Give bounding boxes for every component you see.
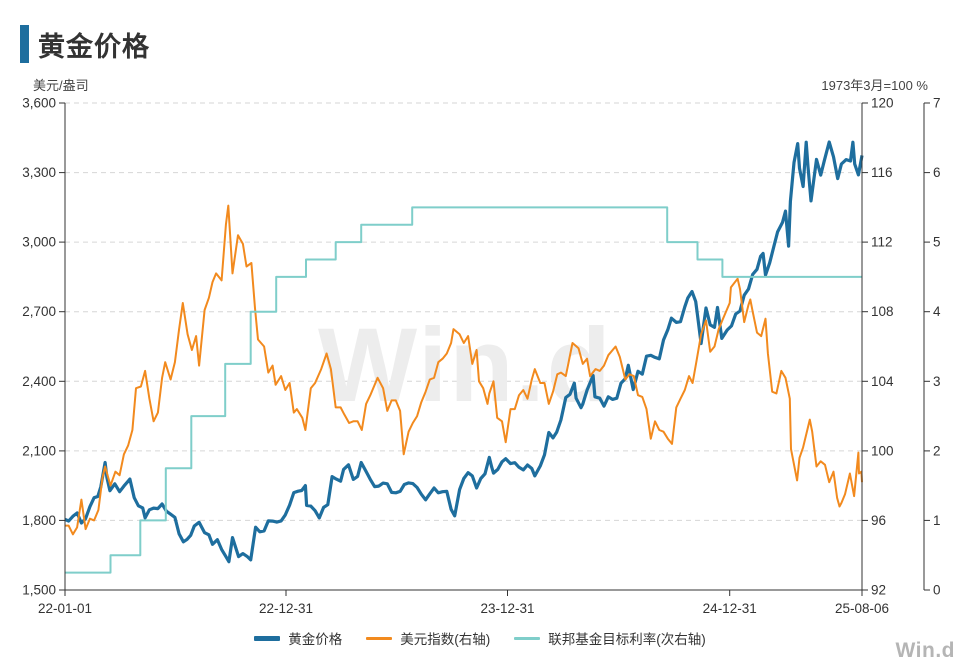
x-axis-tick-label: 24-12-31 xyxy=(703,601,757,616)
secondary-right-axis-tick-label: 2 xyxy=(933,443,941,458)
left-axis-tick-label: 3,300 xyxy=(22,165,56,180)
right-axis-tick-label: 108 xyxy=(871,304,894,319)
left-axis-tick-label: 2,700 xyxy=(22,304,56,319)
dollar-index-line-swatch xyxy=(366,636,393,640)
legend-label-gold-price: 黄金价格 xyxy=(288,632,343,647)
fed-funds-rate-line-swatch xyxy=(514,636,541,640)
left-axis-tick-label: 1,500 xyxy=(22,583,56,598)
left-axis-tick-label: 3,600 xyxy=(22,96,56,111)
left-axis-tick-label: 1,800 xyxy=(22,513,56,528)
legend-label-dollar-index: 美元指数(右轴) xyxy=(400,632,491,647)
right-axis-tick-label: 120 xyxy=(871,96,894,111)
right-axis-tick-label: 100 xyxy=(871,443,894,458)
left-axis-unit-label: 美元/盎司 xyxy=(33,78,89,93)
wind-logo: Win.d xyxy=(895,639,955,662)
title-accent-bar xyxy=(20,25,29,63)
secondary-right-axis-tick-label: 7 xyxy=(933,96,941,111)
legend: 黄金价格 美元指数(右轴) 联邦基金目标利率(次右轴) xyxy=(0,628,960,648)
series-line xyxy=(65,204,863,536)
right-axis-tick-label: 92 xyxy=(871,583,886,598)
gold-price-line-swatch xyxy=(254,635,281,641)
right-axis-tick-label: 104 xyxy=(871,374,894,389)
series-line xyxy=(64,140,864,564)
x-axis-tick-label: 22-01-01 xyxy=(38,601,92,616)
left-axis-tick-label: 2,100 xyxy=(22,443,56,458)
legend-label-fed-funds-rate: 联邦基金目标利率(次右轴) xyxy=(548,632,706,647)
legend-item-dollar-index[interactable]: 美元指数(右轴) xyxy=(366,628,490,648)
legend-item-fed-funds-rate[interactable]: 联邦基金目标利率(次右轴) xyxy=(514,628,706,648)
secondary-right-axis-tick-label: 6 xyxy=(933,165,941,180)
legend-item-gold-price[interactable]: 黄金价格 xyxy=(254,628,342,648)
right-axis-unit-label: 1973年3月=100 % xyxy=(821,78,928,93)
secondary-right-axis-tick-label: 3 xyxy=(933,374,941,389)
x-axis-tick-label: 23-12-31 xyxy=(480,601,534,616)
left-axis-tick-label: 2,400 xyxy=(22,374,56,389)
page-title: 黄金价格 xyxy=(38,32,150,62)
right-axis-tick-label: 96 xyxy=(871,513,886,528)
x-axis-tick-label: 22-12-31 xyxy=(259,601,313,616)
secondary-right-axis-tick-label: 5 xyxy=(933,235,941,250)
secondary-right-axis-tick-label: 4 xyxy=(933,304,941,319)
secondary-right-axis-tick-label: 1 xyxy=(933,513,941,528)
x-axis-tick-label: 25-08-06 xyxy=(835,601,889,616)
right-axis-tick-label: 112 xyxy=(871,235,893,250)
right-axis-tick-label: 116 xyxy=(871,165,893,180)
secondary-right-axis-tick-label: 0 xyxy=(933,583,941,598)
left-axis-tick-label: 3,000 xyxy=(22,235,56,250)
series-line xyxy=(65,206,862,574)
